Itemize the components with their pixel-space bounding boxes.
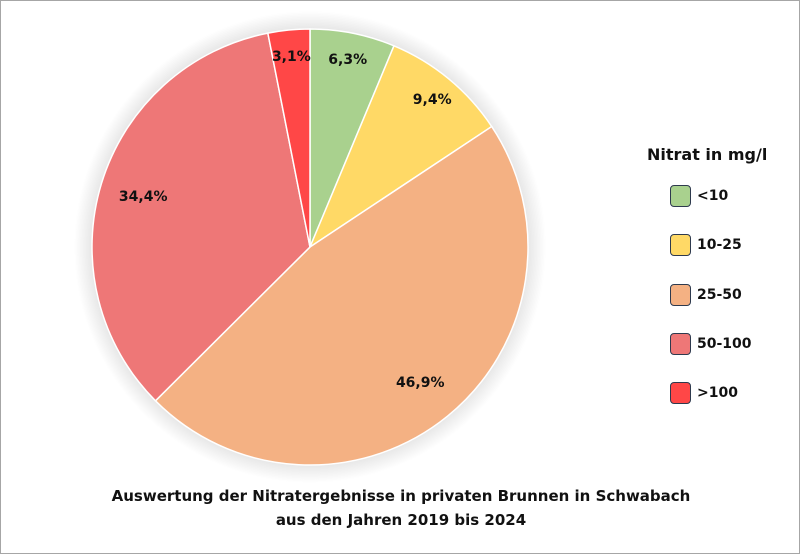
legend-item: <10	[670, 184, 728, 208]
data-label: 3,1%	[272, 49, 311, 65]
data-label: 9,4%	[413, 92, 452, 108]
data-label: 34,4%	[119, 189, 168, 205]
legend-item: 10-25	[670, 233, 742, 257]
legend-title: Nitrat in mg/l	[647, 145, 768, 164]
legend-swatch	[670, 234, 691, 257]
data-label: 6,3%	[328, 52, 367, 68]
legend-label: 10-25	[697, 237, 742, 254]
legend-label: 25-50	[697, 286, 742, 303]
legend-item: 50-100	[670, 332, 752, 356]
legend-label: >100	[697, 385, 738, 402]
legend-swatch	[670, 185, 691, 207]
legend-item: >100	[670, 381, 738, 405]
chart-title-line-1: Auswertung der Nitratergebnisse in priva…	[111, 487, 691, 505]
chart-title: Auswertung der Nitratergebnisse in priva…	[1, 484, 799, 532]
pie-slice-1	[308, 44, 493, 249]
data-label: 46,9%	[396, 375, 445, 391]
pie-slice-3	[91, 32, 311, 402]
legend-label: 50-100	[697, 335, 752, 352]
chart-title-line-2: aus den Jahren 2019 bis 2024	[275, 511, 527, 529]
legend-swatch	[670, 283, 691, 306]
legend-label: <10	[697, 188, 729, 204]
legend-swatch	[670, 332, 691, 355]
legend-item: 25-50	[670, 283, 742, 307]
pie-slice-2	[154, 125, 529, 466]
legend-swatch	[670, 382, 691, 405]
pie-slice-4	[266, 28, 311, 248]
